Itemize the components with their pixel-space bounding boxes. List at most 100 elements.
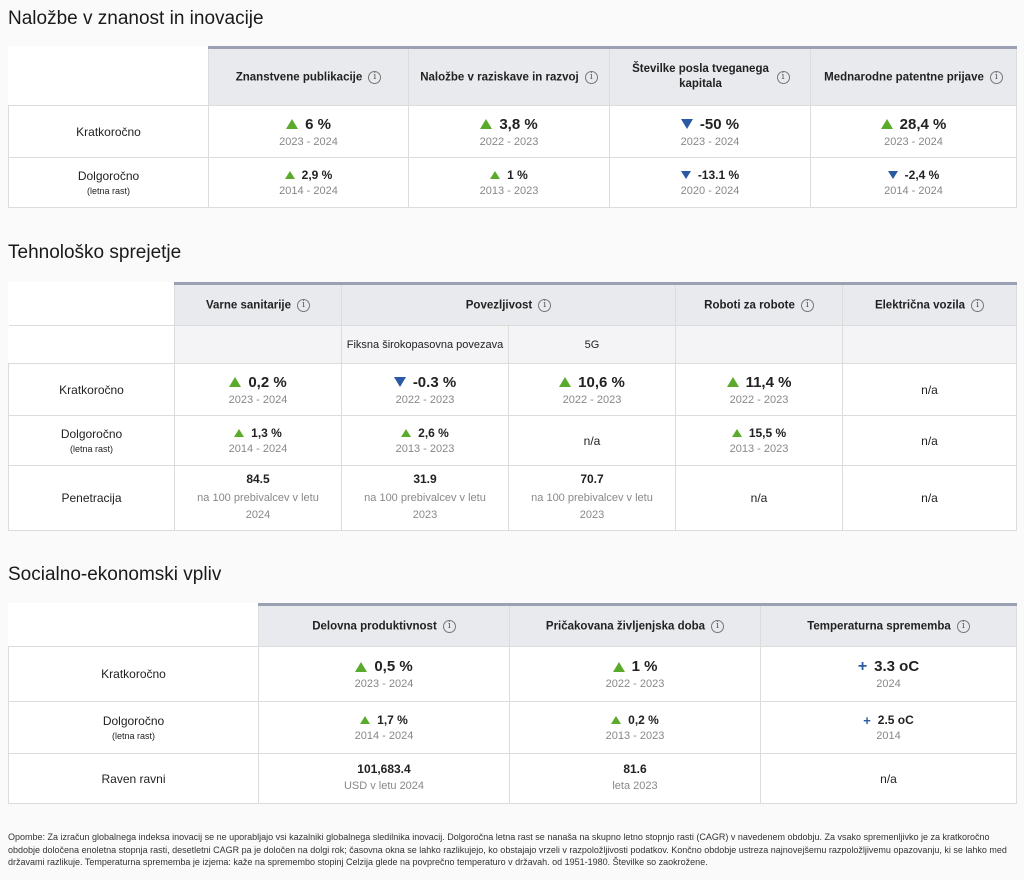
cell-na: n/a bbox=[842, 465, 1017, 531]
cell-na: n/a bbox=[675, 465, 843, 531]
col-header-venture-capital: Številke posla tveganega kapitala i bbox=[609, 46, 811, 106]
info-icon[interactable]: i bbox=[989, 70, 1003, 84]
socio-table: Delovna produktivnost i Pričakovana življ… bbox=[8, 603, 1017, 804]
up-arrow-icon bbox=[229, 377, 242, 387]
cell-value: 1 % 2013 - 2023 bbox=[408, 157, 610, 208]
info-icon[interactable]: i bbox=[297, 298, 311, 312]
cell-value: 6 % 2023 - 2024 bbox=[208, 105, 409, 158]
table-row: Raven ravni 101,683.4 USD v letu 2024 81.… bbox=[8, 753, 1017, 804]
table-row: Dolgoročno (letna rast) 1,7 % 2014 - 2024 … bbox=[8, 701, 1017, 754]
down-arrow-icon bbox=[887, 171, 898, 179]
section-title-tech: Tehnološko sprejetje bbox=[8, 242, 182, 263]
col-header-temperature: Temperaturna sprememba i bbox=[760, 603, 1017, 647]
table-row: Kratkoročno 0,5 % 2023 - 2024 1 % 2022 - 2… bbox=[8, 646, 1017, 702]
info-icon[interactable]: i bbox=[971, 298, 985, 312]
row-label-short: Kratkoročno bbox=[8, 363, 175, 416]
up-arrow-icon bbox=[401, 429, 412, 437]
info-icon[interactable]: i bbox=[956, 619, 970, 633]
science-table: Znanstvene publikacije i Naložbe v razisk… bbox=[8, 46, 1017, 208]
down-arrow-icon bbox=[393, 377, 406, 387]
cell-value: 15,5 % 2013 - 2023 bbox=[675, 415, 843, 466]
cell-value: 1,3 % 2014 - 2024 bbox=[174, 415, 342, 466]
col-header-connectivity: Povezljivost i bbox=[341, 282, 676, 326]
cell-value: -50 % 2023 - 2024 bbox=[609, 105, 811, 158]
cell-value: 10,6 % 2022 - 2023 bbox=[508, 363, 676, 416]
cell-value: 0,2 % 2023 - 2024 bbox=[174, 363, 342, 416]
cell-value: 81.6 leta 2023 bbox=[509, 753, 761, 804]
info-icon[interactable]: i bbox=[584, 70, 598, 84]
col-header-publications: Znanstvene publikacije i bbox=[208, 46, 409, 106]
cell-value: -0.3 % 2022 - 2023 bbox=[341, 363, 509, 416]
cell-value: 2,6 % 2013 - 2023 bbox=[341, 415, 509, 466]
cell-value: -13.1 % 2020 - 2024 bbox=[609, 157, 811, 208]
cell-na: n/a bbox=[760, 753, 1017, 804]
row-label-long: Dolgoročno (letna rast) bbox=[8, 415, 175, 466]
table-row: Kratkoročno 6 % 2023 - 2024 3,8 % 2022 - 2… bbox=[8, 105, 1017, 158]
row-label-level: Raven ravni bbox=[8, 753, 259, 804]
col-header-productivity: Delovna produktivnost i bbox=[258, 603, 510, 647]
up-arrow-icon bbox=[612, 661, 625, 672]
cell-value: 0,5 % 2023 - 2024 bbox=[258, 646, 510, 702]
cell-value: 1,7 % 2014 - 2024 bbox=[258, 701, 510, 754]
info-icon[interactable]: i bbox=[711, 619, 725, 633]
table-row: Penetracija 84.5 na 100 prebivalcev v let… bbox=[8, 465, 1017, 531]
subheader-fixed-broadband: Fiksna širokopasovna povezava bbox=[341, 325, 509, 364]
up-arrow-icon bbox=[731, 429, 742, 437]
row-label-short: Kratkoročno bbox=[8, 646, 259, 702]
table-row: Dolgoročno (letna rast) 2,9 % 2014 - 2024 … bbox=[8, 157, 1017, 208]
down-arrow-icon bbox=[680, 119, 693, 129]
info-icon[interactable]: i bbox=[776, 70, 790, 84]
cell-value: +3.3 oC 2024 bbox=[760, 646, 1017, 702]
col-header-robots: Roboti za robote i bbox=[675, 282, 843, 326]
cell-value: 1 % 2022 - 2023 bbox=[509, 646, 761, 702]
col-header-rd-investment: Naložbe v raziskave in razvoj i bbox=[408, 46, 610, 106]
up-arrow-icon bbox=[726, 377, 739, 387]
tech-table: Varne sanitarije i Povezljivost i Roboti z… bbox=[8, 282, 1017, 531]
plus-icon: + bbox=[857, 657, 868, 675]
cell-value: 2,9 % 2014 - 2024 bbox=[208, 157, 409, 208]
row-label-short: Kratkoročno bbox=[8, 105, 209, 158]
up-arrow-icon bbox=[559, 377, 572, 387]
table-row: Dolgoročno (letna rast) 1,3 % 2014 - 2024 … bbox=[8, 415, 1017, 466]
cell-value: 101,683.4 USD v letu 2024 bbox=[258, 753, 510, 804]
up-arrow-icon bbox=[880, 119, 893, 129]
row-label-long: Dolgoročno (letna rast) bbox=[8, 701, 259, 754]
section-title-science: Naložbe v znanost in inovacije bbox=[8, 8, 264, 29]
cell-value: 11,4 % 2022 - 2023 bbox=[675, 363, 843, 416]
section-title-socio: Socialno-ekonomski vpliv bbox=[8, 564, 222, 585]
cell-value: +2.5 oC 2014 bbox=[760, 701, 1017, 754]
info-icon[interactable]: i bbox=[538, 298, 552, 312]
cell-value: -2,4 % 2014 - 2024 bbox=[810, 157, 1017, 208]
cell-value: 31.9 na 100 prebivalcev v letu 2023 bbox=[341, 465, 509, 531]
plus-icon: + bbox=[863, 712, 871, 728]
down-arrow-icon bbox=[680, 171, 691, 179]
col-header-ev: Električna vozila i bbox=[842, 282, 1017, 326]
cell-value: 0,2 % 2013 - 2023 bbox=[509, 701, 761, 754]
table-row: Kratkoročno 0,2 % 2023 - 2024 -0.3 % 2022 … bbox=[8, 363, 1017, 416]
col-header-sanitation: Varne sanitarije i bbox=[174, 282, 342, 326]
subheader-5g: 5G bbox=[508, 325, 676, 364]
col-header-life-expectancy: Pričakovana življenjska doba i bbox=[509, 603, 761, 647]
cell-na: n/a bbox=[842, 415, 1017, 466]
up-arrow-icon bbox=[355, 661, 368, 672]
footnote: Opombe: Za izračun globalnega indeksa in… bbox=[8, 832, 1007, 867]
up-arrow-icon bbox=[284, 171, 295, 179]
cell-na: n/a bbox=[842, 363, 1017, 416]
row-label-penetration: Penetracija bbox=[8, 465, 175, 531]
cell-value: 70.7 na 100 prebivalcev v letu 2023 bbox=[508, 465, 676, 531]
col-header-patents: Mednarodne patentne prijave i bbox=[810, 46, 1017, 106]
up-arrow-icon bbox=[611, 716, 622, 724]
cell-value: 28,4 % 2023 - 2024 bbox=[810, 105, 1017, 158]
cell-na: n/a bbox=[508, 415, 676, 466]
info-icon[interactable]: i bbox=[800, 298, 814, 312]
info-icon[interactable]: i bbox=[368, 70, 382, 84]
up-arrow-icon bbox=[286, 119, 299, 129]
up-arrow-icon bbox=[480, 119, 493, 129]
up-arrow-icon bbox=[490, 171, 501, 179]
cell-value: 3,8 % 2022 - 2023 bbox=[408, 105, 610, 158]
up-arrow-icon bbox=[360, 716, 371, 724]
cell-value: 84.5 na 100 prebivalcev v letu 2024 bbox=[174, 465, 342, 531]
up-arrow-icon bbox=[234, 429, 245, 437]
row-label-long: Dolgoročno (letna rast) bbox=[8, 157, 209, 208]
info-icon[interactable]: i bbox=[442, 619, 456, 633]
